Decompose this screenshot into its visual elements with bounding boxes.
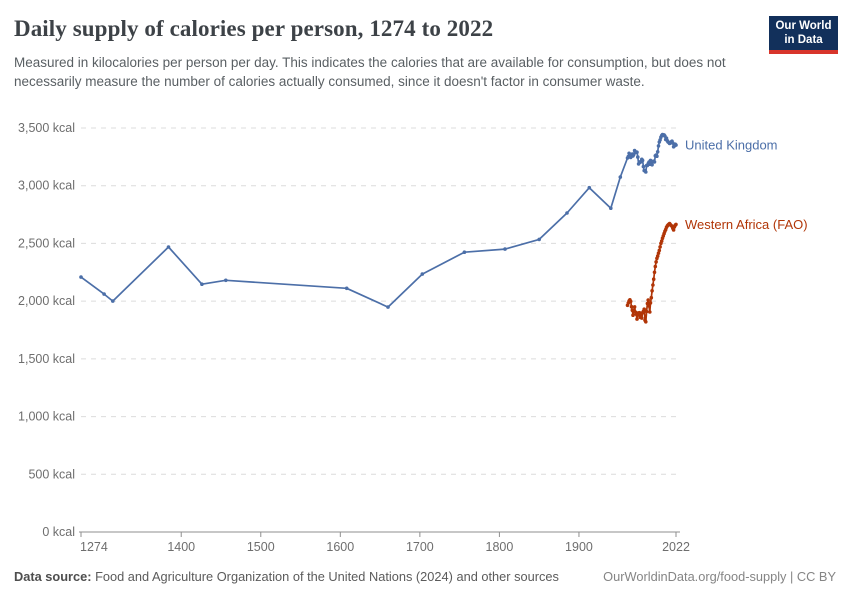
chart-subtitle: Measured in kilocalories per person per … xyxy=(14,55,726,89)
owid-logo-line2: in Data xyxy=(784,33,823,46)
y-tick-label: 3,500 kcal xyxy=(18,121,75,135)
series-point-western-africa-fao xyxy=(649,295,654,300)
series-point-western-africa-fao xyxy=(651,283,655,287)
x-tick-label: 2022 xyxy=(662,540,690,554)
series-point-western-africa-fao xyxy=(646,298,650,302)
series-point-western-africa-fao xyxy=(631,313,635,318)
x-tick-label: 1800 xyxy=(486,540,514,554)
series-point-united-kingdom xyxy=(655,154,659,158)
series-point-western-africa-fao xyxy=(642,307,646,312)
y-tick-label: 2,000 kcal xyxy=(18,294,75,308)
series-point-western-africa-fao xyxy=(653,264,658,269)
series-point-western-africa-fao xyxy=(644,320,648,324)
series-point-western-africa-fao xyxy=(648,310,652,314)
series-point-western-africa-fao xyxy=(654,260,658,264)
series-point-united-kingdom xyxy=(386,305,390,309)
series-point-united-kingdom xyxy=(224,278,228,283)
x-tick-label: 1600 xyxy=(326,540,354,554)
series-point-western-africa-fao xyxy=(635,317,639,321)
series-point-united-kingdom xyxy=(609,206,613,210)
y-tick-label: 1,500 kcal xyxy=(18,352,75,366)
series-point-united-kingdom xyxy=(650,163,654,167)
series-point-western-africa-fao xyxy=(629,304,634,309)
y-tick-label: 0 kcal xyxy=(42,525,75,539)
series-point-western-africa-fao xyxy=(658,245,662,249)
series-point-united-kingdom xyxy=(636,155,640,159)
owid-cc-link[interactable]: OurWorldinData.org/food-supply | CC BY xyxy=(603,569,836,584)
series-point-united-kingdom xyxy=(102,292,106,296)
series-point-united-kingdom xyxy=(655,150,660,154)
series-point-western-africa-fao xyxy=(647,304,651,308)
series-point-western-africa-fao xyxy=(674,222,678,227)
series-point-western-africa-fao xyxy=(628,299,633,304)
data-source-text: Food and Agriculture Organization of the… xyxy=(91,569,559,584)
series-point-western-africa-fao xyxy=(650,289,654,293)
series-point-western-africa-fao xyxy=(656,251,661,255)
series-point-united-kingdom xyxy=(503,247,507,251)
x-tick-label: 1700 xyxy=(406,540,434,554)
series-point-united-kingdom xyxy=(587,185,592,190)
owid-logo-box: Our World in Data xyxy=(769,16,838,50)
x-tick-label: 1500 xyxy=(247,540,275,554)
y-tick-label: 1,000 kcal xyxy=(18,410,75,424)
series-point-western-africa-fao xyxy=(655,254,660,258)
series-point-united-kingdom xyxy=(166,245,171,249)
owid-logo-line1: Our World xyxy=(775,20,832,32)
series-point-western-africa-fao xyxy=(659,239,664,243)
x-tick-label: 1900 xyxy=(565,540,593,554)
series-point-united-kingdom xyxy=(79,275,83,279)
y-tick-label: 2,500 kcal xyxy=(18,236,75,250)
series-point-united-kingdom xyxy=(618,175,623,179)
page-title: Daily supply of calories per person, 127… xyxy=(14,16,494,41)
x-tick-label: 1274 xyxy=(80,540,108,554)
y-tick-label: 3,000 kcal xyxy=(18,179,75,193)
series-point-united-kingdom xyxy=(674,143,678,147)
series-point-united-kingdom xyxy=(200,282,204,287)
series-point-western-africa-fao xyxy=(652,270,657,275)
series-point-united-kingdom xyxy=(565,211,569,215)
chart-footer: Data source: Food and Agriculture Organi… xyxy=(14,569,836,584)
series-point-western-africa-fao xyxy=(632,305,637,309)
series-point-united-kingdom xyxy=(462,250,467,254)
series-point-united-kingdom xyxy=(537,237,541,242)
series-point-united-kingdom xyxy=(644,170,648,174)
series-point-western-africa-fao xyxy=(640,316,644,320)
series-label-western-africa-fao[interactable]: Western Africa (FAO) xyxy=(685,217,808,232)
series-point-united-kingdom xyxy=(111,299,115,303)
data-source-label: Data source: xyxy=(14,569,92,584)
series-point-united-kingdom xyxy=(641,164,646,169)
series-point-united-kingdom xyxy=(656,144,661,148)
series-point-united-kingdom xyxy=(344,286,349,291)
series-point-united-kingdom xyxy=(635,150,639,154)
series-line-united-kingdom[interactable] xyxy=(80,133,677,308)
series-point-united-kingdom xyxy=(640,158,645,163)
series-point-western-africa-fao xyxy=(644,309,649,314)
data-source-note: Data source: Food and Agriculture Organi… xyxy=(14,569,559,584)
y-tick-label: 500 kcal xyxy=(28,467,75,481)
owid-logo-red-bar xyxy=(769,50,838,54)
x-tick-label: 1400 xyxy=(167,540,195,554)
series-point-united-kingdom xyxy=(420,272,425,276)
series-label-united-kingdom[interactable]: United Kingdom xyxy=(685,138,778,153)
series-point-western-africa-fao xyxy=(671,228,676,232)
series-point-united-kingdom xyxy=(658,138,662,142)
owid-logo[interactable]: Our World in Data xyxy=(769,16,838,54)
series-point-united-kingdom xyxy=(652,160,657,164)
series-point-western-africa-fao xyxy=(657,248,662,253)
series-point-western-africa-fao xyxy=(648,301,653,305)
series-point-western-africa-fao xyxy=(651,277,656,282)
